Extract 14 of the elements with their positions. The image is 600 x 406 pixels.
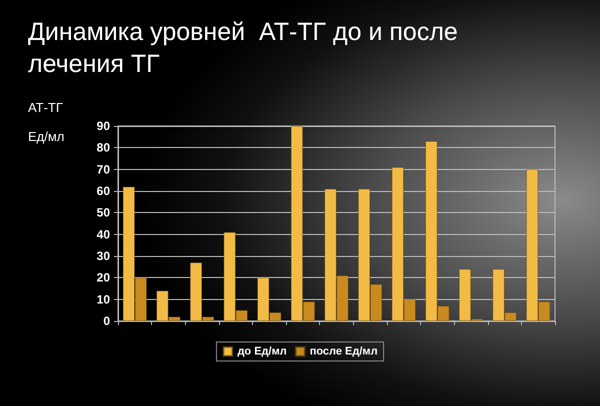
y-axis-title: АТ-ТГ Ед/мл xyxy=(28,99,66,146)
y-tick-label: 80 xyxy=(96,140,110,155)
legend-label: после Ед/мл xyxy=(310,346,378,358)
chart-title: Динамика уровней АТ-ТГ до и после лечения ТГ xyxy=(28,17,459,80)
y-tick-label: 70 xyxy=(96,162,110,176)
y-tick-label: 30 xyxy=(96,249,110,263)
y-tick-label: 50 xyxy=(96,206,110,220)
y-tick-label: 60 xyxy=(96,184,110,198)
y-tick-label: 20 xyxy=(96,270,110,285)
y-tick-label: 0 xyxy=(103,314,110,328)
y-tick-label: 90 xyxy=(96,119,110,133)
y-tick-label: 10 xyxy=(96,292,110,306)
y-tick-label: 40 xyxy=(96,227,110,242)
legend-label: до Ед/мл xyxy=(237,346,287,358)
